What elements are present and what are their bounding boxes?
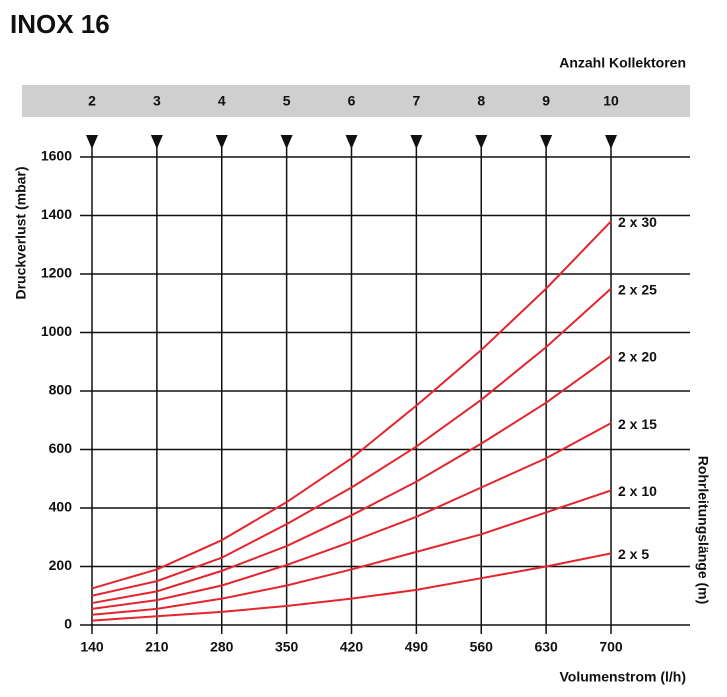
top-tick-label: 6 xyxy=(348,93,356,109)
y-tick-label: 1600 xyxy=(41,148,72,164)
y-tick-label: 1400 xyxy=(41,206,72,222)
y-tick-label: 1200 xyxy=(41,265,72,281)
top-tick-label: 3 xyxy=(153,93,161,109)
series-line xyxy=(91,552,612,622)
y-tick-label: 600 xyxy=(49,440,73,456)
x-axis-label: Volumenstrom (l/h) xyxy=(559,669,686,685)
x-tick-label: 630 xyxy=(534,639,558,655)
series-label: 2 x 15 xyxy=(618,416,657,432)
series-line xyxy=(91,220,612,590)
top-tick-arrow xyxy=(475,135,488,149)
top-tick-label: 7 xyxy=(412,93,420,109)
x-tick-label: 490 xyxy=(405,639,429,655)
x-tick-label: 350 xyxy=(275,639,299,655)
x-tick-label: 700 xyxy=(599,639,623,655)
y-tick-label: 1000 xyxy=(41,323,72,339)
top-tick-arrow xyxy=(345,135,358,149)
series-line xyxy=(91,355,612,605)
top-tick-arrow xyxy=(280,135,293,149)
top-tick-label: 10 xyxy=(603,93,619,109)
top-tick-label: 8 xyxy=(477,93,485,109)
series-line xyxy=(91,287,612,597)
top-axis-label: Anzahl Kollektoren xyxy=(559,55,686,71)
y2-axis-label: Rohrleitungslänge (m) xyxy=(695,456,711,605)
top-axis-band xyxy=(22,85,690,117)
series-label: 2 x 20 xyxy=(618,349,657,365)
x-tick-label: 140 xyxy=(80,639,104,655)
top-tick-label: 9 xyxy=(542,93,550,109)
top-tick-label: 4 xyxy=(218,93,226,109)
series-label: 2 x 10 xyxy=(618,483,657,499)
x-tick-label: 420 xyxy=(340,639,364,655)
x-tick-label: 280 xyxy=(210,639,234,655)
top-tick-label: 5 xyxy=(283,93,291,109)
series-label: 2 x 30 xyxy=(618,214,657,230)
series-line xyxy=(91,422,612,610)
top-tick-arrow xyxy=(86,135,98,149)
top-tick-arrow xyxy=(410,135,423,149)
top-tick-arrow xyxy=(150,135,163,149)
top-tick-label: 2 xyxy=(88,93,96,109)
y-tick-label: 200 xyxy=(49,557,73,573)
series-label: 2 x 5 xyxy=(618,546,649,562)
x-tick-label: 210 xyxy=(145,639,169,655)
y-tick-label: 400 xyxy=(49,499,73,515)
series-line xyxy=(91,489,612,616)
top-tick-arrow xyxy=(605,135,617,149)
y-tick-label: 800 xyxy=(49,382,73,398)
top-tick-arrow xyxy=(540,135,553,149)
y-axis-label: Druckverlust (mbar) xyxy=(13,166,29,299)
y-tick-label: 0 xyxy=(64,616,72,632)
chart-title: INOX 16 xyxy=(10,9,110,39)
x-tick-label: 560 xyxy=(470,639,494,655)
top-tick-arrow xyxy=(215,135,228,149)
series-label: 2 x 25 xyxy=(618,281,657,297)
